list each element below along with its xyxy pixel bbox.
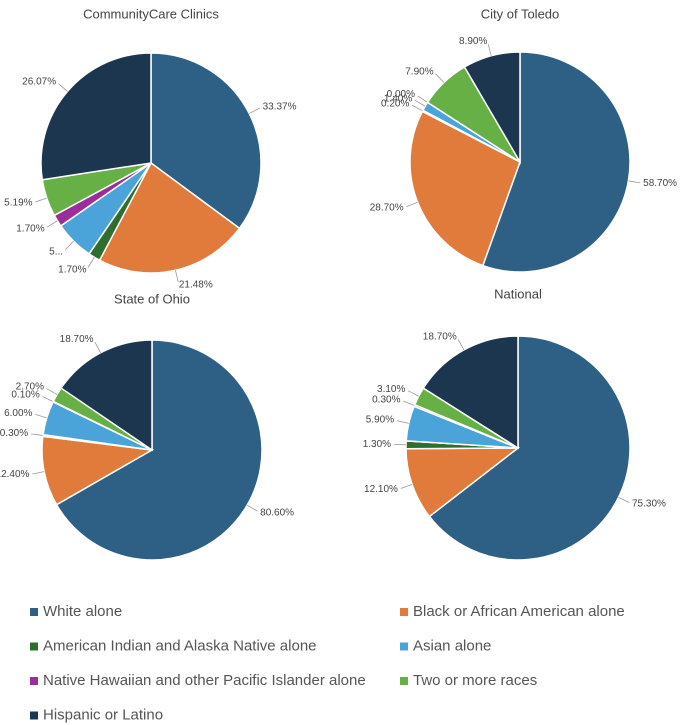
leader-line [42, 396, 54, 403]
data-label: 6.00% [4, 408, 32, 419]
data-label: 1.30% [363, 439, 391, 450]
data-label: 0.30% [372, 394, 400, 405]
chart-title: National [494, 286, 542, 301]
legend-swatch [400, 642, 408, 651]
legend-swatch [30, 677, 38, 685]
data-label: 18.70% [60, 334, 94, 345]
data-label: 1.70% [16, 223, 44, 234]
leader-line [46, 220, 58, 228]
data-label: 75.30% [632, 499, 666, 510]
leader-line [628, 180, 641, 184]
data-label: 7.90% [405, 66, 433, 77]
legend-label: Black or African American alone [413, 603, 625, 620]
data-label: 8.90% [459, 36, 487, 47]
data-label: 0.00% [387, 89, 415, 100]
data-label: 1.40% [384, 93, 412, 104]
data-label: 33.37% [263, 101, 297, 112]
chart-title: State of Ohio [114, 291, 190, 306]
legend-swatch [30, 711, 38, 720]
chart-title: CommunityCare Clinics [83, 6, 219, 21]
leader-line [406, 201, 418, 207]
legend-swatch [30, 608, 38, 616]
data-label: 18.70% [423, 331, 457, 342]
data-label: 0.10% [11, 390, 39, 401]
data-label: 28.70% [370, 202, 404, 213]
pie-slice [150, 52, 262, 230]
legend-label: White alone [43, 603, 122, 620]
data-label: 21.48% [179, 280, 213, 291]
data-label: 0.20% [381, 98, 409, 109]
legend-label: Hispanic or Latino [43, 706, 163, 723]
data-label: 3.10% [377, 384, 405, 395]
leader-line [246, 504, 258, 512]
leader-line [87, 257, 95, 268]
leader-line [400, 484, 413, 489]
leader-line [407, 390, 419, 397]
leader-line [46, 388, 58, 395]
data-label: 80.60% [260, 507, 294, 518]
data-label: 12.10% [364, 484, 398, 495]
legend-swatch [30, 642, 38, 651]
legend-label: American Indian and Alaska Native alone [43, 637, 317, 654]
pie-slice [55, 339, 263, 561]
leader-line [435, 73, 445, 83]
leader-line [457, 339, 465, 351]
leader-line [32, 471, 45, 475]
leader-line [249, 107, 261, 114]
leader-line [618, 496, 630, 503]
pie-slice [405, 447, 521, 518]
pie-slice [481, 51, 631, 273]
data-label: 1.70% [58, 265, 86, 276]
pie-slice [41, 435, 155, 506]
data-label: 26.07% [22, 76, 56, 87]
legend-swatch [400, 608, 408, 616]
legend-label: Asian alone [413, 637, 491, 654]
leader-line [403, 400, 415, 406]
leader-line [175, 270, 179, 283]
leader-line [414, 99, 426, 107]
leader-line [487, 44, 492, 56]
leader-line [64, 240, 74, 251]
legend-swatch [400, 677, 408, 685]
leader-line [58, 83, 68, 92]
data-label: 5.90% [366, 415, 394, 426]
leader-line [31, 433, 44, 436]
pie-slice [409, 110, 521, 267]
pie-slice [60, 339, 153, 452]
leader-line [94, 341, 101, 353]
data-label: 0.30% [0, 428, 28, 439]
pie-slice [422, 335, 519, 450]
pie-slice [98, 161, 241, 274]
leader-line [35, 197, 47, 203]
legend-label: Native Hawaiian and other Pacific Island… [43, 672, 366, 689]
leader-line [417, 95, 428, 103]
leader-line [35, 413, 47, 419]
chart-title: City of Toledo [481, 6, 560, 21]
pie-slice [463, 51, 521, 165]
pie-slice [40, 52, 152, 181]
data-label: 58.70% [643, 178, 677, 189]
data-label: 5.19% [4, 198, 32, 209]
data-label: 2.70% [16, 382, 44, 393]
data-label: 5... [49, 247, 63, 258]
legend-label: Two or more races [413, 672, 537, 689]
pie-slice [428, 335, 631, 561]
leader-line [396, 420, 409, 424]
leader-line [411, 104, 423, 112]
data-label: 12.40% [0, 469, 30, 480]
